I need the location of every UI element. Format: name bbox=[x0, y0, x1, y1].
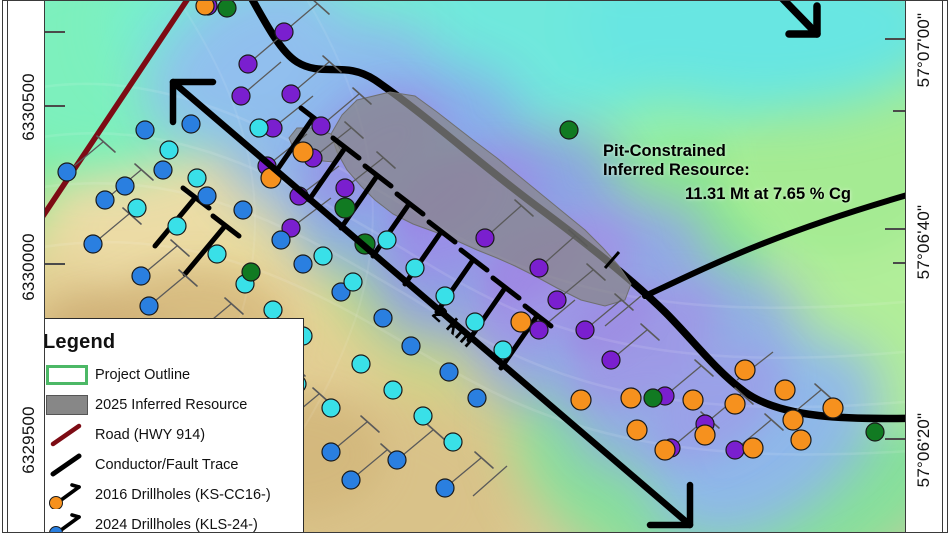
axis-tick bbox=[893, 262, 905, 264]
legend-item-label: Conductor/Fault Trace bbox=[95, 457, 239, 473]
drillhole-2024-icon bbox=[43, 511, 95, 532]
right-axis-gutter: 57°07'00" 57°06'40" 57°06'20" bbox=[905, 0, 941, 533]
legend-item-road[interactable]: Road (HWY 914) bbox=[29, 420, 303, 450]
left-axis-tick-label: 6329500 bbox=[19, 406, 38, 474]
conductor-line-icon bbox=[43, 451, 95, 479]
axis-tick bbox=[45, 263, 65, 265]
legend-item-label: 2024 Drillholes (KLS-24-) bbox=[95, 517, 258, 533]
legend-title: Legend bbox=[43, 331, 116, 353]
callout-line-1: Pit-Constrained bbox=[603, 142, 726, 160]
legend-item-2016-drillholes[interactable]: 2016 Drillholes (KS-CC16-) bbox=[29, 480, 303, 510]
resource-fill-swatch-icon bbox=[43, 391, 95, 419]
legend-item-label: Project Outline bbox=[95, 367, 191, 383]
axis-tick bbox=[45, 105, 65, 107]
drillhole-bold-traces bbox=[152, 115, 540, 371]
right-axis-tick-label: 57°07'00" bbox=[914, 12, 933, 88]
axis-tick bbox=[885, 38, 905, 40]
legend-item-2024-drillholes[interactable]: 2024 Drillholes (KLS-24-) bbox=[29, 510, 303, 533]
legend-item-project-outline[interactable]: Project Outline bbox=[29, 360, 303, 390]
right-axis-tick-label: 57°06'40" bbox=[914, 204, 933, 280]
left-axis-tick-label: 6330000 bbox=[19, 233, 38, 301]
scale-bar bbox=[169, 78, 694, 529]
legend-item-conductor[interactable]: Conductor/Fault Trace bbox=[29, 450, 303, 480]
resource-callout-leader bbox=[603, 251, 621, 269]
road-line-icon bbox=[43, 421, 95, 449]
callout-line-2: Inferred Resource: bbox=[603, 161, 750, 180]
legend-item-label: 2025 Inferred Resource bbox=[95, 397, 248, 413]
project-outline-swatch-icon bbox=[43, 361, 95, 389]
left-axis-tick-label: 6330500 bbox=[19, 73, 38, 141]
axis-tick bbox=[885, 228, 905, 230]
legend-panel[interactable]: Legend Project Outline 2025 Inferred Res… bbox=[28, 318, 304, 533]
road-hwy-914 bbox=[45, 0, 191, 218]
legend-item-label: 2016 Drillholes (KS-CC16-) bbox=[95, 487, 271, 503]
legend-item-inferred-resource[interactable]: 2025 Inferred Resource bbox=[29, 390, 303, 420]
direction-arrow bbox=[778, 0, 821, 38]
legend-item-label: Road (HWY 914) bbox=[95, 427, 206, 443]
left-axis-gutter: 6330500 6330000 6329500 bbox=[9, 0, 45, 533]
axis-tick bbox=[45, 31, 65, 33]
drillhole-2016-icon bbox=[43, 481, 95, 509]
axis-tick bbox=[885, 438, 905, 440]
axis-tick bbox=[893, 110, 905, 112]
resource-callout: Pit-Constrained Inferred Resource: 11.31… bbox=[603, 142, 851, 204]
right-axis-tick-label: 57°06'20" bbox=[914, 412, 933, 488]
drillhole-bold-terminators bbox=[180, 105, 554, 329]
callout-line-3: 11.31 Mt at 7.65 % Cg bbox=[685, 184, 851, 203]
